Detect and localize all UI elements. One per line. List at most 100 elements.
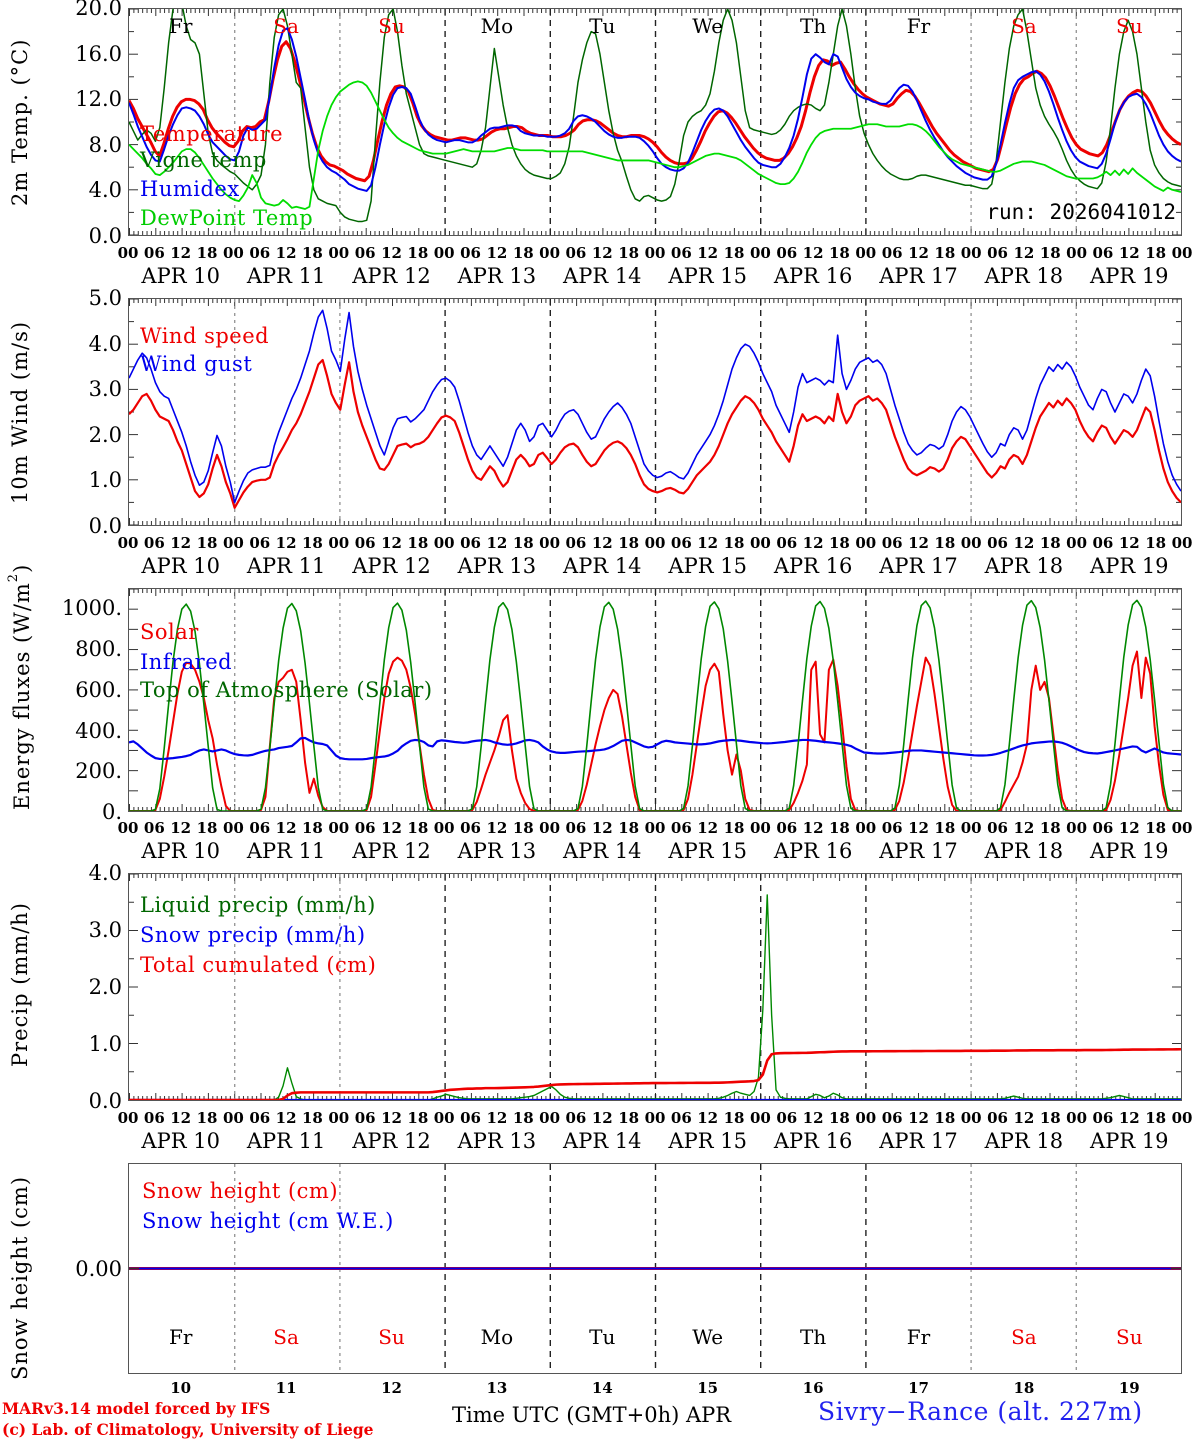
xtick-daynum: 15 — [697, 1379, 719, 1397]
xtick-hour: 18 — [618, 534, 640, 552]
dow-labels-snow: Fr Sa Su Mo Tu We Th Fr Sa Su — [0, 1325, 1194, 1351]
xtick-hour: 18 — [196, 819, 218, 837]
xtick-hour: 00 — [539, 819, 561, 837]
xtick-hour: 18 — [1145, 534, 1167, 552]
xtick-hour: 00 — [960, 1109, 982, 1127]
xaxis-days-energy: APR 10 APR 11 APR 12 APR 13 APR 14 APR 15 APR … — [0, 839, 1194, 865]
xtick-date: APR 13 — [457, 554, 537, 578]
xtick-hour: 12 — [908, 534, 929, 552]
xtick-hour: 12 — [275, 819, 297, 837]
xtick-hour: 06 — [249, 1109, 271, 1127]
series-infrared — [129, 736, 1181, 761]
xtick-date: APR 10 — [141, 1129, 220, 1153]
xtick-hour: 06 — [354, 244, 376, 262]
xtick-date: APR 11 — [246, 1129, 326, 1153]
day-of-week-label: Su — [378, 14, 405, 38]
plot-svg-precip — [129, 874, 1181, 1100]
ytick-label: 0. — [101, 800, 122, 824]
xtick-hour: 06 — [776, 1109, 798, 1127]
day-of-week-label: Fr — [168, 14, 193, 38]
xtick-hour: 12 — [381, 244, 402, 262]
xtick-hour: 06 — [249, 819, 271, 837]
ytick-label: 200. — [75, 759, 122, 784]
xtick-hour: 12 — [170, 1109, 192, 1127]
xtick-hour: 00 — [749, 819, 771, 837]
ytick-label: 2.0 — [88, 422, 122, 447]
xtick-hour: 12 — [908, 244, 929, 262]
xtick-hour: 18 — [512, 244, 534, 262]
xtick-hour: 06 — [776, 244, 798, 262]
xaxis-days-temperature: APR 10 APR 11 APR 12 APR 13 APR 14 APR 15 APR … — [0, 264, 1194, 290]
xaxis-days-precip: APR 10 APR 11 APR 12 APR 13 APR 14 APR 15 APR … — [0, 1129, 1194, 1155]
xtick-hour: 00 — [644, 534, 666, 552]
legend-dewpoint-temp: DewPoint Temp — [140, 206, 314, 230]
yticks-energy: 0. 200. 400. 600. 800. 1000. — [24, 580, 122, 824]
series-dewpoint-temp — [129, 80, 1181, 210]
xtick-daynum: 19 — [1118, 1379, 1140, 1397]
xtick-hour: 12 — [697, 534, 719, 552]
xtick-date: APR 11 — [246, 839, 326, 863]
day-of-week-label: Su — [378, 1325, 405, 1349]
xtick-hour: 06 — [670, 819, 692, 837]
xtick-hour: 18 — [829, 819, 850, 837]
legend-solar: Solar — [140, 620, 199, 644]
xtick-hour: 06 — [1092, 244, 1114, 262]
xtick-date: APR 12 — [352, 554, 431, 578]
xtick-hour: 18 — [1145, 1109, 1167, 1127]
xtick-hour: 00 — [960, 244, 982, 262]
xtick-hour: 06 — [249, 244, 271, 262]
xtick-hour: 12 — [486, 819, 508, 837]
plot-svg-snow — [129, 1164, 1181, 1373]
xtick-hour: 18 — [1039, 819, 1061, 837]
xtick-date: APR 15 — [668, 1129, 747, 1153]
series-humidex — [129, 27, 1181, 192]
xtick-hour: 18 — [1039, 534, 1061, 552]
panel-precip: Precip (mm/h) 0.0 1.0 2.0 3.0 4.0 Liquid pre… — [0, 861, 1194, 1153]
xtick-hour: 18 — [829, 1109, 850, 1127]
ytick-label: 4.0 — [88, 861, 122, 885]
xtick-hour: 06 — [565, 819, 587, 837]
xtick-hour: 00 — [539, 244, 561, 262]
ytick-label: 4.0 — [88, 178, 122, 203]
xtick-hour: 12 — [275, 244, 297, 262]
xtick-hour: 00 — [1066, 244, 1088, 262]
legend-liquid-precip: Liquid precip (mm/h) — [140, 893, 376, 917]
xtick-hour: 18 — [1039, 244, 1061, 262]
xtick-hour: 06 — [670, 244, 692, 262]
xtick-hour: 00 — [644, 819, 666, 837]
xaxis-hours-wind: 00 06 12 18 00 06 12 18 00 06 12 18 00 06 12 18 00 06 12 18… — [0, 534, 1194, 554]
xtick-hour: 06 — [987, 1109, 1008, 1127]
xtick-hour: 06 — [354, 534, 376, 552]
xtick-hour: 12 — [697, 819, 719, 837]
xtick-hour: 12 — [591, 534, 613, 552]
xtick-hour: 18 — [1145, 819, 1167, 837]
station-label: Sivry−Rance (alt. 227m) — [818, 1397, 1143, 1426]
xtick-hour: 12 — [1013, 244, 1035, 262]
xtick-hour: 00 — [222, 534, 244, 552]
xtick-hour: 06 — [354, 819, 376, 837]
xtick-hour: 06 — [460, 819, 481, 837]
xaxis-daynums-snow: 10 11 12 13 14 15 16 17 18 19 — [0, 1379, 1194, 1399]
xtick-hour: 06 — [670, 1109, 692, 1127]
day-of-week-label: Fr — [906, 1325, 931, 1349]
xtick-hour: 18 — [934, 244, 956, 262]
xtick-hour: 12 — [802, 819, 824, 837]
xtick-hour: 18 — [1145, 244, 1167, 262]
xtick-daynum: 11 — [275, 1379, 297, 1397]
xtick-hour: 06 — [987, 819, 1008, 837]
xtick-hour: 18 — [829, 534, 850, 552]
xtick-date: APR 14 — [563, 554, 642, 578]
panel-snow-height: Snow height (cm) 0.00 Snow height (cm) S… — [0, 1145, 1194, 1440]
legend-wind-speed: Wind speed — [140, 324, 270, 348]
legend-wind-gust: Wind gust — [140, 352, 253, 376]
xtick-hour: 06 — [565, 244, 587, 262]
xtick-hour: 12 — [1118, 244, 1140, 262]
xtick-hour: 12 — [908, 1109, 929, 1127]
xtick-hour: 00 — [1066, 1109, 1088, 1127]
panel-energy-fluxes: Energy fluxes (W/m2) 0. 200. 400. 600. 800. 1… — [0, 564, 1194, 865]
ytick-label: 600. — [75, 677, 122, 702]
series-solar — [129, 650, 1181, 811]
xtick-hour: 06 — [143, 1109, 165, 1127]
xtick-hour: 00 — [433, 819, 455, 837]
yticks-wind: 0.0 1.0 2.0 3.0 4.0 5.0 — [30, 286, 122, 538]
